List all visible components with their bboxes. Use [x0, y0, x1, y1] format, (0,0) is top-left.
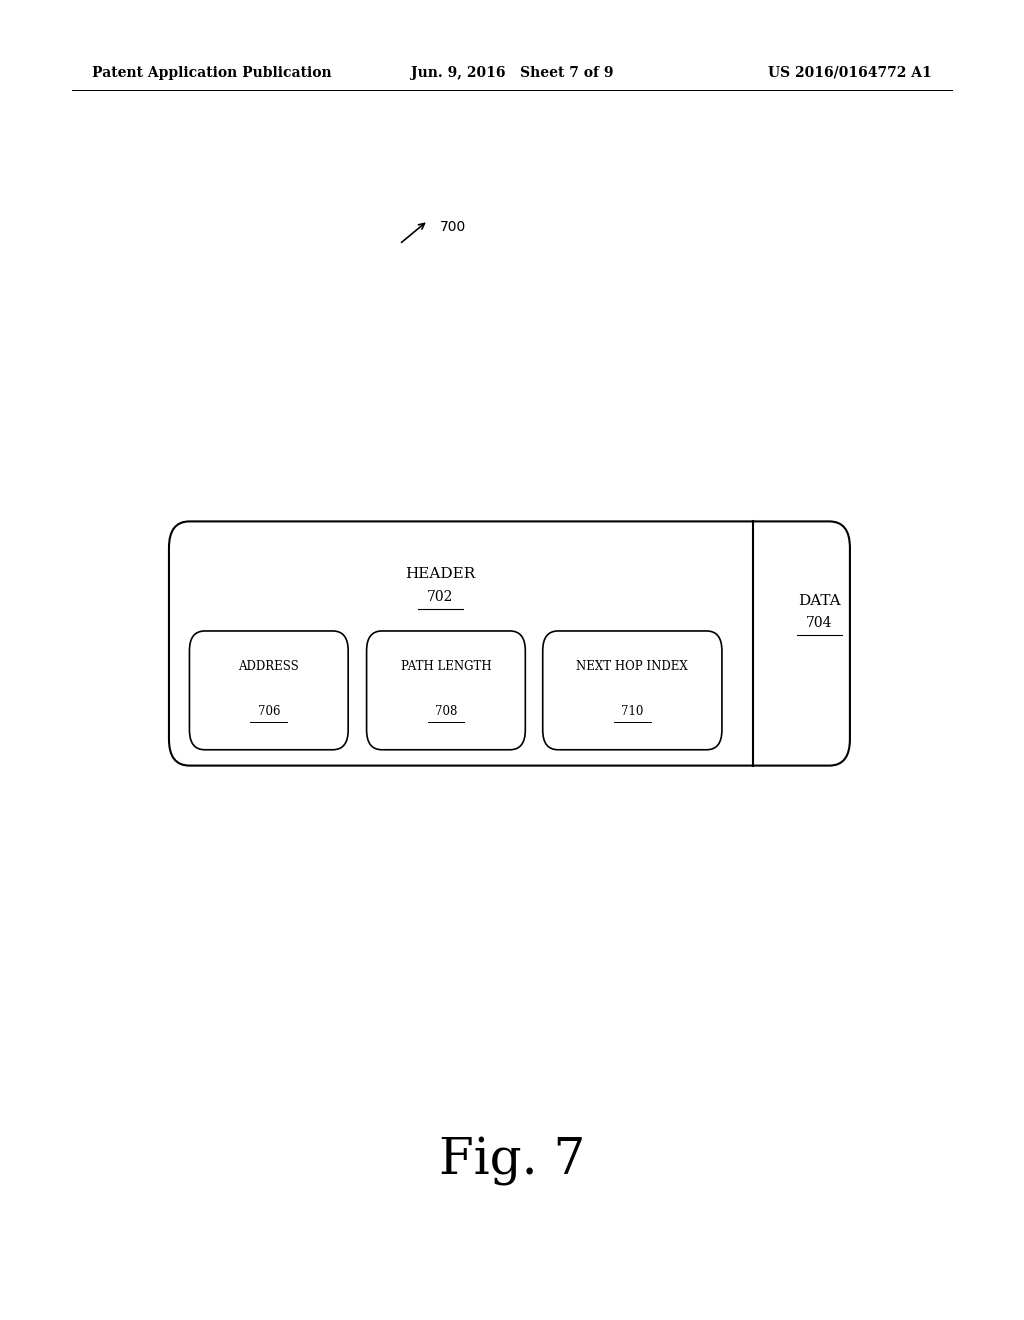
FancyBboxPatch shape: [169, 521, 850, 766]
Text: Jun. 9, 2016   Sheet 7 of 9: Jun. 9, 2016 Sheet 7 of 9: [411, 66, 613, 79]
FancyBboxPatch shape: [543, 631, 722, 750]
Text: 700: 700: [440, 220, 467, 234]
Text: PATH LENGTH: PATH LENGTH: [400, 660, 492, 673]
Text: ADDRESS: ADDRESS: [239, 660, 299, 673]
Text: Fig. 7: Fig. 7: [439, 1137, 585, 1187]
Text: 710: 710: [622, 705, 643, 718]
Text: US 2016/0164772 A1: US 2016/0164772 A1: [768, 66, 932, 79]
FancyBboxPatch shape: [367, 631, 525, 750]
Text: Patent Application Publication: Patent Application Publication: [92, 66, 332, 79]
Text: 704: 704: [806, 616, 833, 630]
FancyBboxPatch shape: [189, 631, 348, 750]
Text: 706: 706: [258, 705, 280, 718]
Text: DATA: DATA: [798, 594, 841, 607]
Text: 702: 702: [427, 590, 454, 603]
Text: NEXT HOP INDEX: NEXT HOP INDEX: [577, 660, 688, 673]
Text: 708: 708: [435, 705, 457, 718]
Text: HEADER: HEADER: [406, 568, 475, 581]
